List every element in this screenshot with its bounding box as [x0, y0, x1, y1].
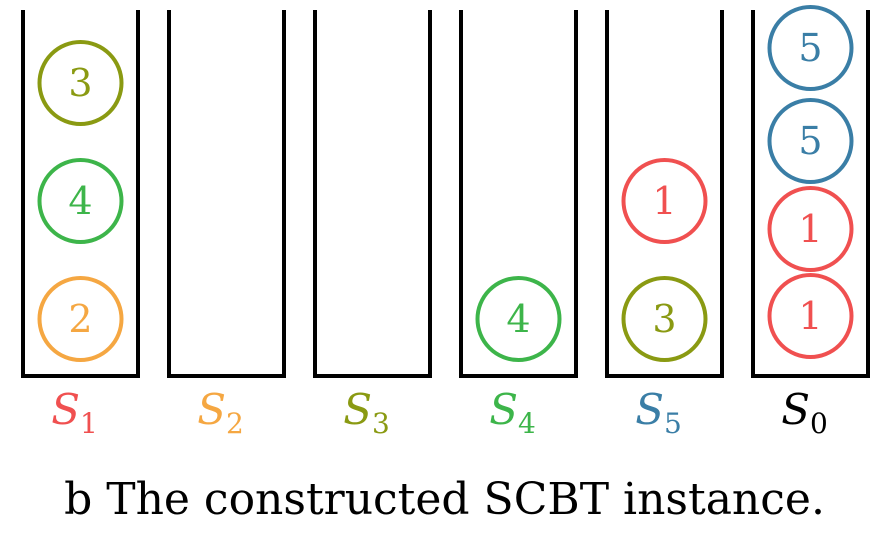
stack-label-subscript: 2 [226, 407, 244, 440]
ball: 1 [767, 186, 854, 272]
ball: 5 [767, 98, 854, 184]
stack-container [313, 10, 432, 378]
ball-circle [767, 186, 854, 272]
ball-value: 5 [798, 119, 822, 163]
ball: 4 [37, 158, 124, 244]
stack-s3: S3 [313, 10, 432, 440]
stack-s0: 1 1 5 5 S0 [751, 5, 870, 440]
stack-label-subscript: 0 [810, 407, 828, 440]
stack-s1: 2 4 3 S1 [21, 10, 140, 440]
ball-circle [767, 5, 854, 91]
ball-circle [37, 158, 124, 244]
ball-value: 1 [652, 179, 676, 223]
ball: 1 [621, 158, 708, 244]
stack-label-subscript: 1 [80, 407, 98, 440]
stack-label: S0 [781, 385, 828, 440]
stack-s2: S2 [167, 10, 286, 440]
stack-label-name: S [197, 385, 226, 434]
ball-value: 1 [798, 294, 822, 338]
ball-value: 4 [68, 179, 92, 223]
stack-s5: 3 1 S5 [605, 10, 724, 440]
stack-label: S4 [489, 385, 536, 440]
ball-value: 3 [68, 61, 92, 105]
stack-container [21, 10, 140, 378]
ball-value: 5 [798, 26, 822, 70]
stack-label: S1 [51, 385, 98, 440]
stack-label-name: S [635, 385, 664, 434]
ball-value: 4 [506, 297, 530, 341]
stack-container [605, 10, 724, 378]
stack-label-subscript: 5 [664, 407, 682, 440]
stack-s4: 4S4 [459, 10, 578, 440]
ball-circle [37, 40, 124, 126]
stack-label-name: S [489, 385, 518, 434]
ball: 3 [621, 276, 708, 362]
ball-circle [475, 276, 562, 362]
stack-label: S2 [197, 385, 244, 440]
ball-circle [37, 276, 124, 362]
ball-value: 1 [798, 207, 822, 251]
stack-label: S5 [635, 385, 682, 440]
ball: 3 [37, 40, 124, 126]
ball-circle [767, 273, 854, 359]
stack-container [167, 10, 286, 378]
ball-value: 3 [652, 297, 676, 341]
figure-caption: b The constructed SCBT instance. [64, 474, 825, 525]
ball: 5 [767, 5, 854, 91]
ball-value: 2 [68, 297, 92, 341]
stack-container [751, 10, 870, 378]
stack-label-name: S [343, 385, 372, 434]
stack-label-subscript: 3 [372, 407, 390, 440]
ball: 1 [767, 273, 854, 359]
stack-container [459, 10, 578, 378]
ball-circle [621, 158, 708, 244]
ball: 4 [475, 276, 562, 362]
ball: 2 [37, 276, 124, 362]
stack-label-name: S [51, 385, 80, 434]
stack-label-name: S [781, 385, 810, 434]
stack-label: S3 [343, 385, 390, 440]
ball-circle [621, 276, 708, 362]
stack-label-subscript: 4 [518, 407, 536, 440]
ball-circle [767, 98, 854, 184]
